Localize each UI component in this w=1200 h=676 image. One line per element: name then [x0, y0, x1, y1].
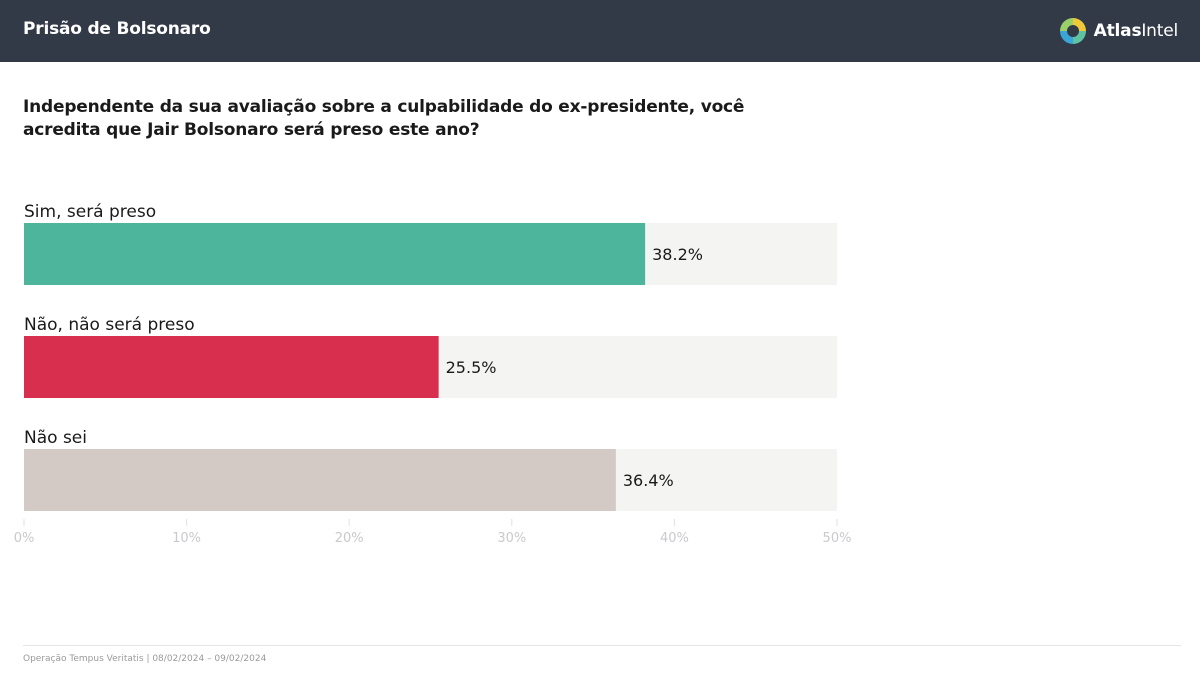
x-tick-label: 0% [14, 531, 35, 546]
page-title: Prisão de Bolsonaro [23, 19, 211, 39]
category-label: Não sei [24, 428, 87, 448]
x-tick-label: 10% [172, 531, 201, 546]
brand-name-strong: Atlas [1093, 21, 1142, 41]
survey-question: Independente da sua avaliação sobre a cu… [23, 97, 745, 140]
x-tick-label: 20% [335, 531, 364, 546]
brand: AtlasIntel [1059, 17, 1178, 45]
brand-name-light: Intel [1141, 21, 1178, 41]
atlasintel-logo-icon [1059, 18, 1086, 44]
data-label: 25.5% [446, 358, 497, 377]
category-label: Sim, será preso [24, 202, 156, 222]
x-tick-label: 50% [823, 531, 852, 546]
data-label: 36.4% [623, 471, 674, 490]
footer-source: Operação Tempus Veritatis | 08/02/2024 –… [23, 654, 267, 664]
x-tick-label: 30% [497, 531, 526, 546]
footer-divider [23, 645, 1181, 646]
brand-name: AtlasIntel [1093, 21, 1179, 41]
bar [24, 449, 616, 511]
category-label: Não, não será preso [24, 315, 195, 335]
x-tick-label: 40% [660, 531, 689, 546]
bar [24, 336, 439, 398]
header-bar: Prisão de Bolsonaro AtlasIntel [0, 0, 1200, 62]
bar [24, 223, 646, 285]
data-label: 38.2% [652, 245, 703, 264]
